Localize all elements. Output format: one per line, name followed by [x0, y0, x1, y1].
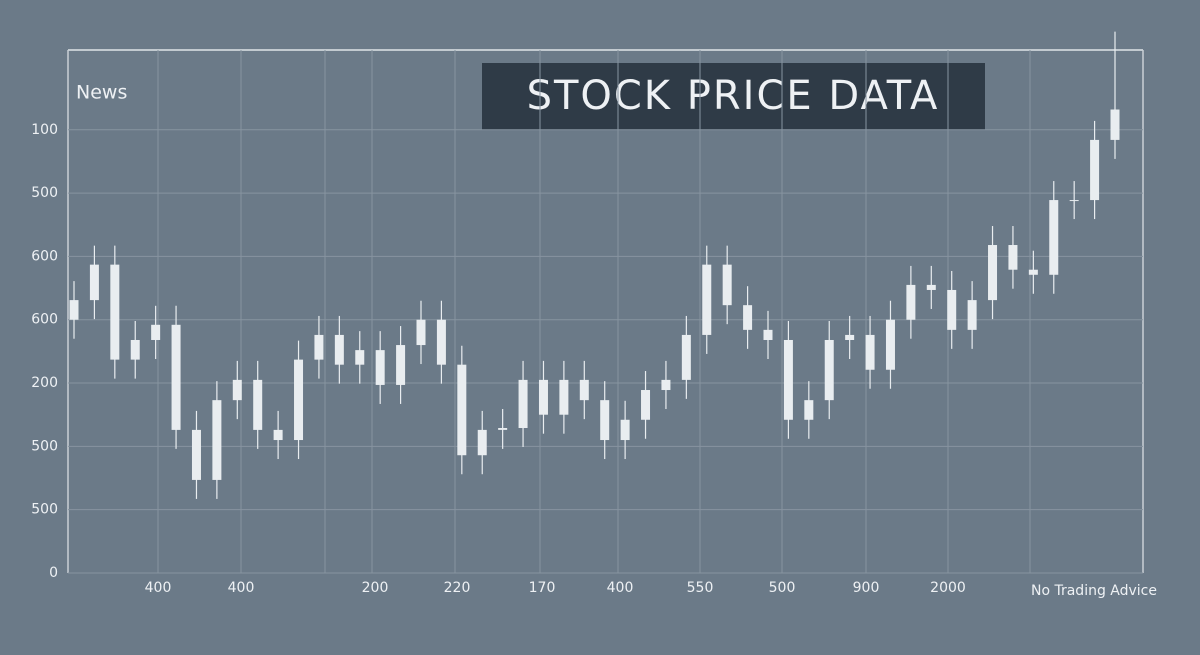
x-tick-label: 170	[529, 580, 556, 596]
y-tick-label: 500	[31, 185, 58, 201]
candle-body	[457, 364, 467, 456]
x-tick-label: 2000	[930, 580, 966, 596]
candle-body	[518, 379, 528, 429]
candle-body	[253, 379, 263, 430]
x-tick-label: 900	[853, 580, 880, 596]
x-tick-label: 400	[145, 580, 172, 596]
candle-body	[151, 324, 161, 340]
x-tick-label: 220	[444, 580, 471, 596]
title-box	[482, 63, 985, 130]
candle-body	[69, 300, 79, 320]
candle-body	[375, 350, 385, 385]
x-tick-label: 400	[228, 580, 255, 596]
candle-body	[477, 429, 487, 456]
y-tick-label: 0	[49, 565, 58, 581]
candle-body	[436, 319, 446, 365]
candle-body	[702, 264, 712, 335]
candle-body	[600, 400, 610, 441]
candle-body	[967, 300, 977, 330]
candle-body	[783, 339, 793, 420]
candle-body	[1110, 109, 1120, 140]
candle-body	[130, 339, 140, 360]
candle-body	[559, 379, 569, 415]
candle-body	[314, 334, 324, 360]
y-tick-label: 100	[31, 122, 58, 138]
candle-body	[1008, 245, 1018, 270]
candle-body	[906, 284, 916, 320]
candle-body	[620, 419, 630, 441]
candle-body	[171, 324, 181, 430]
y-tick-label: 200	[31, 375, 58, 391]
chart-title: STOCK PRICE DATA	[527, 73, 940, 119]
candle-body	[416, 319, 426, 346]
candle-body	[926, 284, 936, 290]
candle-body	[804, 400, 814, 420]
x-tick-label: 400	[607, 580, 634, 596]
y-tick-label: 500	[31, 438, 58, 454]
candle-body	[743, 305, 753, 330]
candle-body	[498, 428, 508, 430]
y-tick-label: 600	[31, 312, 58, 328]
candle-body	[641, 390, 651, 420]
candle-body	[681, 334, 691, 380]
candle-body	[661, 379, 671, 391]
candle-body	[232, 379, 242, 401]
candle-body	[865, 334, 875, 370]
candle-body	[396, 345, 406, 385]
y-tick-label: 600	[31, 248, 58, 264]
candle-body	[212, 400, 222, 480]
news-label: News	[76, 82, 127, 104]
candle-body	[191, 429, 201, 480]
candle-body	[1069, 200, 1079, 202]
candle-body	[355, 350, 365, 365]
candle-body	[294, 359, 304, 441]
candle-body	[885, 319, 895, 370]
candle-body	[763, 329, 773, 340]
x-tick-label: 200	[362, 580, 389, 596]
footnote: No Trading Advice	[1031, 583, 1157, 599]
candle-body	[538, 379, 548, 415]
candle-body	[579, 379, 589, 401]
candle-body	[334, 334, 344, 365]
candle-body	[89, 264, 99, 301]
candle-body	[947, 289, 957, 330]
candle-body	[273, 429, 283, 441]
candle-body	[1028, 269, 1038, 275]
candle-body	[722, 264, 732, 306]
candle-body	[988, 245, 998, 301]
y-tick-label: 500	[31, 502, 58, 518]
candle-body	[1049, 200, 1059, 275]
x-tick-label: 500	[769, 580, 796, 596]
x-tick-label: 550	[687, 580, 714, 596]
candle-body	[824, 339, 834, 401]
candle-body	[110, 264, 120, 360]
candle-body	[845, 334, 855, 340]
candle-body	[1090, 139, 1100, 201]
